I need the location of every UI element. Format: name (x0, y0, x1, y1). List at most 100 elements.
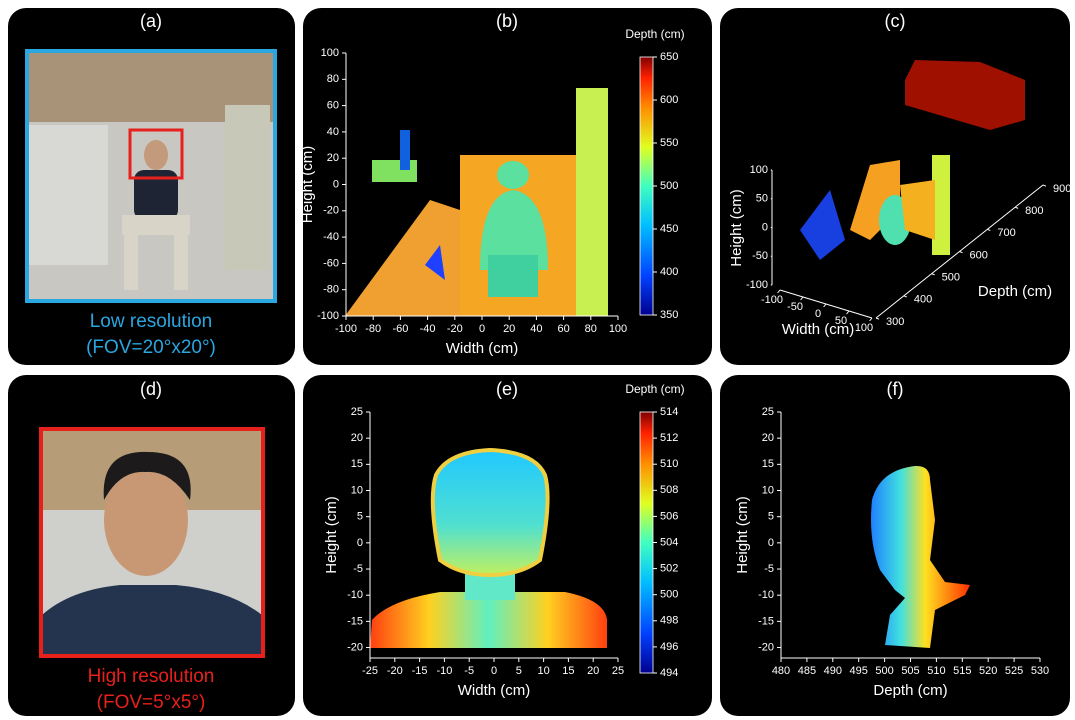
x-axis-label: Depth (cm) (873, 682, 947, 699)
y-tick-label: -60 (323, 257, 339, 269)
cloud (576, 88, 608, 316)
cloud (372, 160, 417, 182)
colorbar-tick-label: 600 (660, 94, 678, 106)
wall (28, 125, 108, 265)
y-tick-label: -20 (347, 641, 363, 653)
x-tick-label: 0 (479, 323, 485, 335)
x-tick-label: 80 (585, 323, 597, 335)
figure: (a)(b)(c)(d)(e)(f)Low resolution(FOV=20°… (0, 0, 1075, 720)
head (144, 140, 168, 170)
x-tick-label: 100 (609, 323, 627, 335)
y-tick-label: 15 (762, 458, 774, 470)
x-tick-label: 530 (1031, 665, 1049, 677)
colorbar-tick-label: 350 (660, 309, 678, 321)
x-tick-label: 505 (901, 665, 919, 677)
y-tick-label: 300 (886, 316, 904, 328)
x-axis-label: Width (cm) (458, 682, 531, 699)
x-tick-label: 60 (557, 323, 569, 335)
colorbar-title: Depth (cm) (625, 27, 684, 41)
x-tick-label: 10 (537, 665, 549, 677)
y-tick-label: 10 (351, 484, 363, 496)
caption: Low resolution (90, 311, 213, 332)
colorbar-tick-label: 508 (660, 484, 678, 496)
y-axis-label: Height (cm) (299, 146, 316, 224)
photo-d (41, 429, 263, 656)
y-axis-label: Depth (cm) (978, 283, 1052, 300)
colorbar-tick-label: 500 (660, 180, 678, 192)
panel-label: (f) (887, 379, 904, 399)
z-axis-label: Height (cm) (728, 189, 745, 267)
colorbar-tick-label: 400 (660, 266, 678, 278)
y-tick-label: 25 (351, 406, 363, 418)
y-tick-label: 80 (327, 73, 339, 85)
x-tick-label: 495 (850, 665, 868, 677)
x-tick-label: 5 (516, 665, 522, 677)
x-axis-label: Width (cm) (782, 321, 855, 338)
colorbar-tick-label: 498 (660, 615, 678, 627)
x-tick-label: -10 (436, 665, 452, 677)
x-tick-label: 515 (953, 665, 971, 677)
x-axis-label: Width (cm) (446, 340, 519, 357)
cloud (400, 130, 410, 170)
x-tick-label: 25 (612, 665, 624, 677)
y-tick-label: 900 (1053, 183, 1071, 195)
z-tick-label: 0 (762, 221, 768, 233)
colorbar (640, 412, 653, 673)
colorbar-tick-label: 500 (660, 589, 678, 601)
y-tick-label: -5 (353, 563, 363, 575)
x-tick-label: -25 (362, 665, 378, 677)
page: {"panels": [ {"label": "(a)", "caption":… (0, 0, 1075, 720)
x-tick-label: 20 (587, 665, 599, 677)
z-tick-label: -100 (746, 279, 768, 291)
colorbar-tick-label: 506 (660, 510, 678, 522)
colorbar (640, 57, 653, 315)
y-tick-label: 500 (942, 272, 960, 284)
colorbar-tick-label: 504 (660, 536, 678, 548)
colorbar-tick-label: 650 (660, 51, 678, 63)
y-tick-label: 0 (333, 178, 339, 190)
x-tick-label: 20 (503, 323, 515, 335)
cloud (433, 450, 548, 575)
colorbar-tick-label: 494 (660, 667, 678, 679)
colorbar-tick-label: 450 (660, 223, 678, 235)
y-tick-label: -80 (323, 284, 339, 296)
x-tick-label: -15 (412, 665, 428, 677)
y-axis-label: Height (cm) (734, 496, 751, 574)
x-tick-label: 0 (815, 308, 821, 320)
y-tick-label: 25 (762, 406, 774, 418)
y-tick-label: 5 (357, 511, 363, 523)
y-tick-label: 20 (327, 152, 339, 164)
z-tick-label: 50 (756, 193, 768, 205)
y-tick-label: 700 (997, 227, 1015, 239)
colorbar-title: Depth (cm) (625, 382, 684, 396)
y-tick-label: -15 (758, 615, 774, 627)
x-tick-label: -80 (365, 323, 381, 335)
panel-label: (a) (140, 11, 162, 31)
x-tick-label: 520 (979, 665, 997, 677)
colorbar-tick-label: 496 (660, 641, 678, 653)
panel-label: (e) (496, 379, 518, 399)
y-tick-label: 0 (768, 537, 774, 549)
z-tick-label: 100 (750, 164, 768, 176)
y-tick-label: -10 (347, 589, 363, 601)
caption: High resolution (88, 666, 215, 687)
y-tick-label: -20 (758, 641, 774, 653)
y-tick-label: 600 (970, 249, 988, 261)
x-tick-label: 0 (491, 665, 497, 677)
x-tick-label: 485 (798, 665, 816, 677)
y-tick-label: 10 (762, 484, 774, 496)
panel-label: (d) (140, 379, 162, 399)
x-tick-label: -100 (761, 294, 783, 306)
panel-label: (b) (496, 11, 518, 31)
colorbar-tick-label: 510 (660, 458, 678, 470)
y-tick-label: 800 (1025, 205, 1043, 217)
cabinet (225, 105, 270, 270)
y-tick-label: -10 (758, 589, 774, 601)
y-tick-label: 100 (321, 47, 339, 59)
y-tick-label: 5 (768, 511, 774, 523)
y-tick-label: -15 (347, 615, 363, 627)
caption: (FOV=5°x5°) (97, 692, 206, 713)
y-tick-label: 400 (914, 294, 932, 306)
y-tick-label: 0 (357, 537, 363, 549)
colorbar-tick-label: 514 (660, 406, 678, 418)
